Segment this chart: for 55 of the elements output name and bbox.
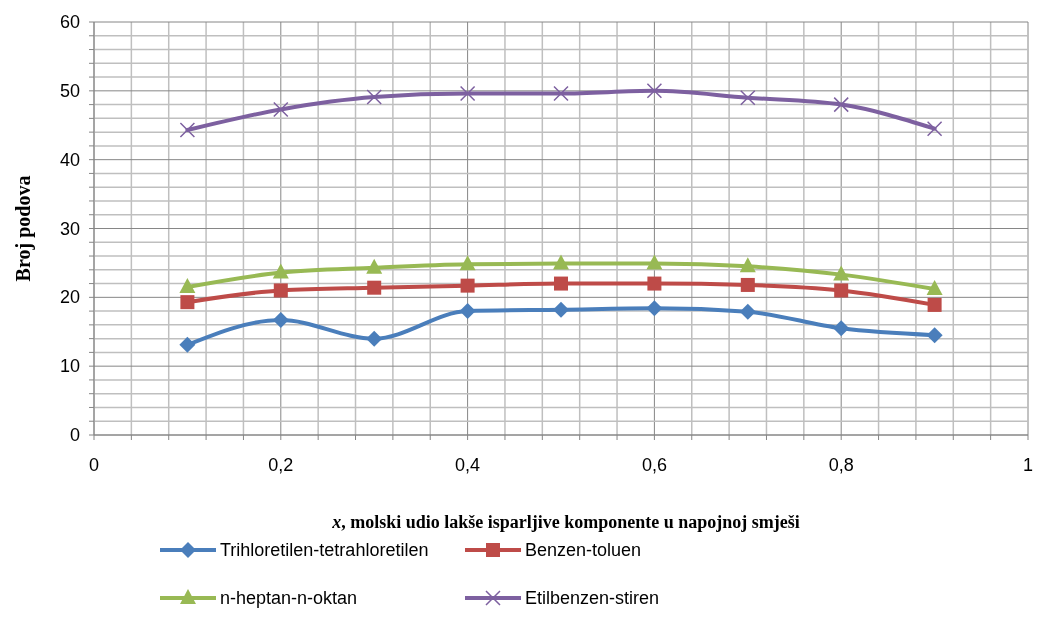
point bbox=[926, 327, 943, 344]
point bbox=[180, 295, 195, 310]
x-tick-label: 0,2 bbox=[268, 455, 294, 475]
legend-label: n-heptan-n-oktan bbox=[220, 588, 358, 608]
x-tick-label: 0,4 bbox=[455, 455, 481, 475]
point bbox=[553, 85, 569, 102]
point bbox=[179, 336, 196, 353]
point bbox=[647, 276, 662, 291]
point bbox=[553, 254, 569, 270]
point bbox=[460, 278, 475, 293]
point bbox=[459, 85, 476, 102]
y-axis-title: Broj podova bbox=[12, 175, 35, 282]
point bbox=[366, 89, 382, 105]
point bbox=[273, 101, 289, 118]
point bbox=[833, 265, 850, 281]
x-tick-label: 0,6 bbox=[641, 455, 667, 475]
point bbox=[833, 320, 850, 337]
point bbox=[646, 300, 663, 317]
point bbox=[739, 303, 756, 320]
point bbox=[179, 278, 196, 294]
y-tick-label: 30 bbox=[59, 218, 80, 239]
point bbox=[833, 96, 849, 113]
x-tick-label: 0,8 bbox=[828, 455, 854, 475]
point bbox=[272, 312, 289, 329]
point bbox=[927, 297, 942, 312]
y-tick-label: 60 bbox=[59, 12, 80, 32]
point bbox=[646, 83, 663, 99]
x-tick-label: 0 bbox=[88, 455, 100, 475]
point bbox=[553, 301, 569, 318]
point bbox=[554, 276, 568, 291]
point bbox=[646, 254, 663, 270]
point bbox=[179, 122, 196, 138]
point bbox=[926, 120, 943, 137]
y-tick-label: 40 bbox=[59, 149, 80, 170]
point bbox=[459, 255, 476, 271]
y-tick-label: 20 bbox=[59, 287, 80, 308]
x-tick-label: 1 bbox=[1022, 455, 1034, 475]
point bbox=[739, 257, 756, 273]
point bbox=[834, 283, 849, 298]
x-axis-title: x, molski udio lakše isparljive komponente u napojnoj smješi bbox=[331, 512, 800, 532]
y-tick-label: 50 bbox=[59, 80, 80, 101]
y-tick-label: 10 bbox=[59, 356, 80, 377]
point bbox=[366, 258, 383, 274]
point bbox=[926, 280, 943, 296]
point bbox=[366, 330, 383, 347]
legend-label: Benzen-toluen bbox=[525, 540, 642, 560]
point bbox=[367, 280, 382, 295]
point bbox=[272, 263, 289, 279]
point bbox=[740, 89, 756, 106]
point bbox=[459, 303, 476, 320]
legend-label: Trihloretilen-tetrahloretilen bbox=[220, 540, 429, 560]
y-tick-label: 0 bbox=[69, 425, 80, 445]
legend-label: Etilbenzen-stiren bbox=[525, 588, 660, 608]
point bbox=[740, 277, 755, 292]
point bbox=[273, 283, 288, 298]
